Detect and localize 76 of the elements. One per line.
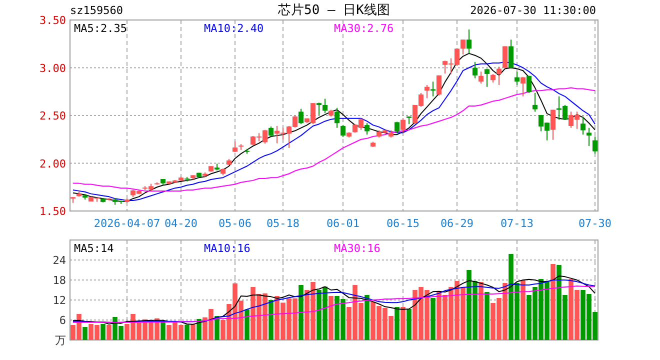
bar <box>478 282 484 340</box>
candlestick <box>592 136 598 154</box>
candlestick <box>424 84 430 99</box>
bar <box>394 307 400 340</box>
bar <box>520 280 526 340</box>
y-tick-label: 12 <box>52 294 66 307</box>
candlestick <box>394 121 400 134</box>
candlestick <box>364 122 370 136</box>
candlestick <box>268 126 274 138</box>
text: MA10:16 <box>204 242 250 255</box>
text: MA30:16 <box>334 242 380 255</box>
y-tick-label: 24 <box>52 254 66 267</box>
bar <box>406 309 412 340</box>
bar <box>214 316 220 340</box>
x-tick-label: 06-15 <box>386 217 420 230</box>
candlestick <box>298 108 304 125</box>
y-tick-label: 6 <box>59 314 66 327</box>
bar <box>244 309 250 340</box>
text: 2026-07-30 11:30:00 <box>470 4 596 17</box>
bar <box>100 324 106 340</box>
chart-title: 芯片50 — 日K线图 <box>277 3 390 18</box>
bar <box>106 325 112 340</box>
bar <box>82 327 88 340</box>
candlestick <box>580 116 586 136</box>
candlestick <box>400 118 406 134</box>
candlestick <box>316 102 322 116</box>
text: MA10:2.40 <box>204 22 264 35</box>
x-tick-label: 05-18 <box>266 217 300 230</box>
x-tick-label: 06-29 <box>440 217 474 230</box>
bar <box>430 298 436 340</box>
y-tick-label: 2.00 <box>40 157 66 170</box>
candlestick <box>532 92 538 112</box>
candlestick <box>232 140 238 153</box>
candlestick <box>334 107 340 128</box>
candlestick <box>340 124 346 138</box>
x-tick-label: 07-13 <box>500 217 534 230</box>
x-tick-label: 06-01 <box>326 217 360 230</box>
text: MA5:14 <box>74 242 114 255</box>
candlestick <box>436 74 442 96</box>
candlestick <box>508 39 514 69</box>
candlestick <box>478 71 484 84</box>
bar <box>550 264 556 340</box>
candlestick <box>430 81 436 97</box>
candlestick <box>466 29 472 54</box>
candlestick <box>514 71 520 86</box>
bar <box>364 295 370 340</box>
bar <box>268 300 274 340</box>
x-tick-label: 04-20 <box>164 217 198 230</box>
chart-subtitle: sz159560 <box>70 4 123 17</box>
bar <box>298 285 304 340</box>
bar <box>190 324 196 340</box>
text: MA30:2.76 <box>334 22 394 35</box>
candlestick <box>322 98 328 114</box>
y-tick-label: 万 <box>55 334 66 347</box>
candlestick <box>496 66 502 86</box>
bar <box>328 296 334 340</box>
x-tick-label: 05-06 <box>218 217 252 230</box>
x-tick-label: 07-30 <box>578 217 612 230</box>
bar <box>400 307 406 340</box>
candlestick <box>550 109 556 140</box>
candlestick <box>460 39 466 55</box>
candlestick <box>484 68 490 88</box>
text: MA5:2.35 <box>74 22 127 35</box>
candlestick <box>526 75 532 94</box>
y-tick-label: 18 <box>52 274 66 287</box>
bar <box>184 324 190 340</box>
candlestick <box>472 62 478 79</box>
bar <box>160 321 166 340</box>
x-tick-label: 2026-04-07 <box>94 217 160 230</box>
bar <box>484 292 490 340</box>
candlestick <box>586 127 592 147</box>
candlestick <box>520 76 526 97</box>
y-tick-label: 3.00 <box>40 62 66 75</box>
y-tick-label: 1.50 <box>40 205 66 218</box>
y-tick-label: 2.50 <box>40 110 66 122</box>
y-tick-label: 3.50 <box>40 14 66 27</box>
